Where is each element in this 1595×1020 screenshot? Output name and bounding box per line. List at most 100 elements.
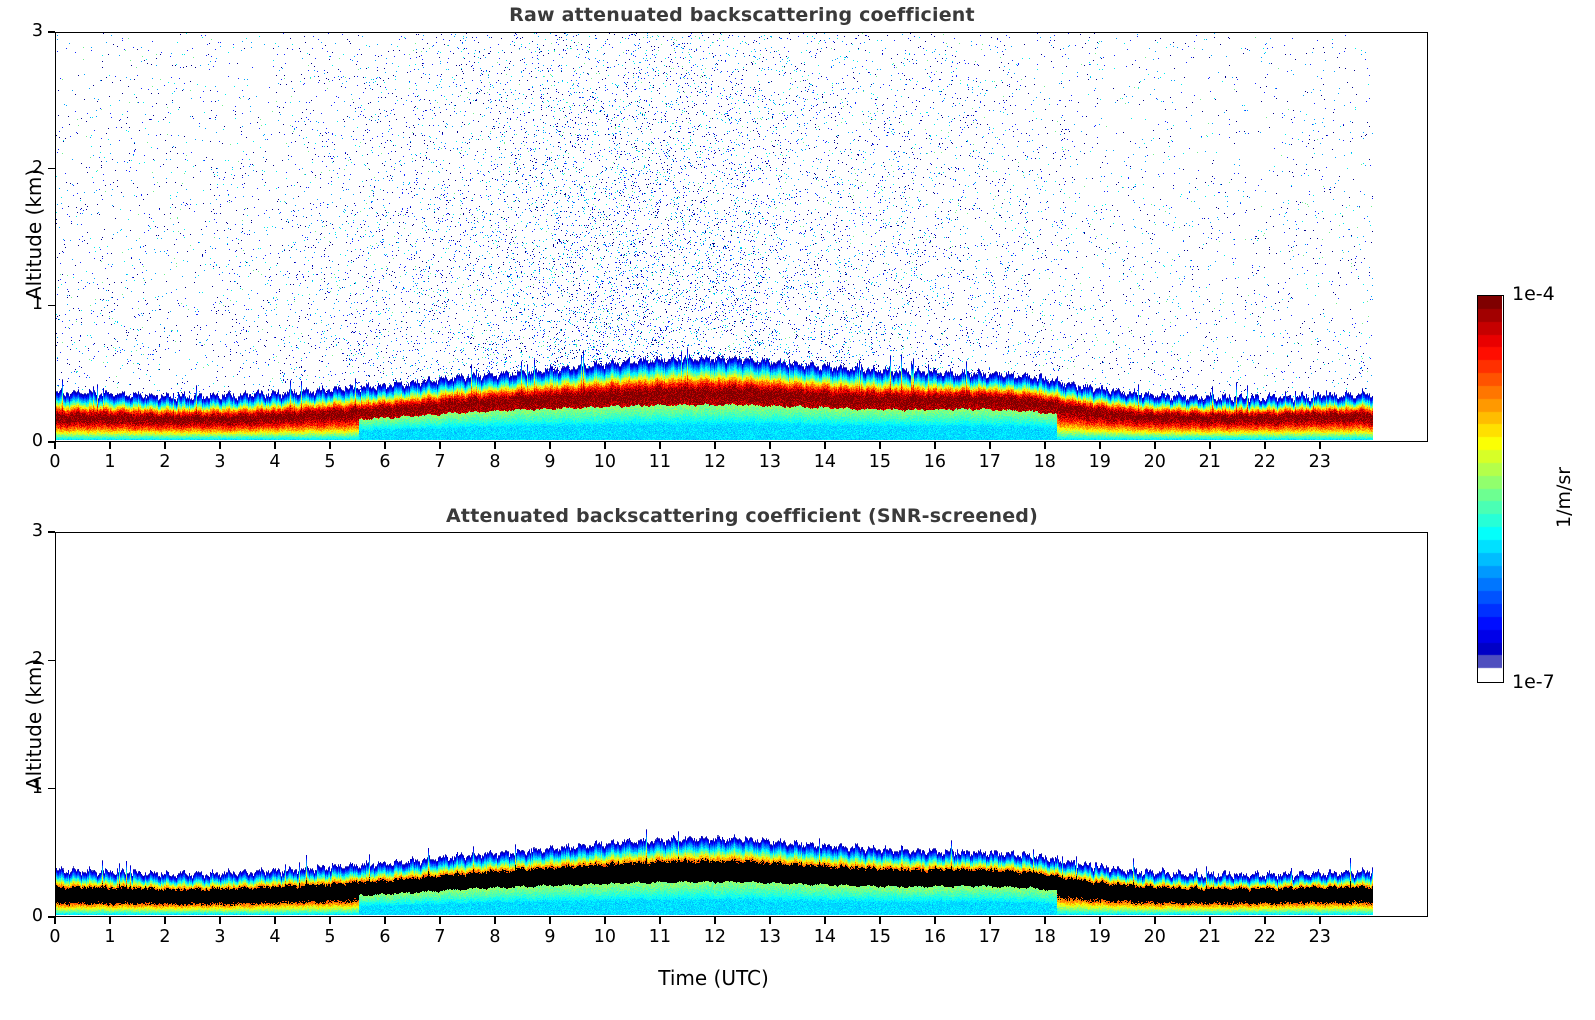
x-tick-mark [769, 442, 771, 449]
colorbar-min-label: 1e-7 [1512, 671, 1555, 693]
y-tick-mark [48, 304, 55, 307]
x-tick-label-10: 10 [593, 452, 617, 472]
x-tick-mark [494, 442, 496, 449]
x-tick-mark [494, 917, 496, 924]
x-tick-mark [879, 442, 881, 449]
x-tick-mark [989, 442, 991, 449]
x-tick-label-8: 8 [489, 927, 501, 947]
y-tick-label-3: 3 [31, 21, 43, 41]
x-tick-label-5: 5 [324, 452, 336, 472]
heatmap-raw [56, 33, 1373, 440]
x-tick-mark [109, 442, 111, 449]
x-tick-mark [164, 442, 166, 449]
x-tick-label-9: 9 [544, 927, 556, 947]
x-tick-label-20: 20 [1143, 927, 1166, 947]
x-tick-label-22: 22 [1253, 452, 1276, 472]
y-tick-mark [48, 441, 55, 443]
y-tick-mark [48, 167, 55, 170]
x-tick-label-17: 17 [978, 927, 1001, 947]
x-tick-mark [1153, 917, 1156, 924]
x-tick-label-13: 13 [758, 927, 781, 947]
x-tick-label-7: 7 [434, 452, 446, 472]
y-tick-label-1: 1 [31, 777, 43, 798]
x-tick-label-18: 18 [1033, 927, 1056, 947]
y-tick-mark [48, 916, 55, 918]
y-tick-mark [48, 531, 55, 533]
x-tick-label-20: 20 [1143, 452, 1166, 472]
x-tick-mark [714, 917, 716, 924]
y-tick-label-2: 2 [31, 649, 43, 670]
x-tick-mark [219, 442, 221, 449]
x-tick-label-14: 14 [813, 452, 836, 472]
x-tick-mark [604, 442, 606, 449]
x-tick-mark [1208, 442, 1211, 449]
x-tick-mark [329, 917, 331, 924]
x-tick-mark [384, 917, 386, 924]
xaxis-label-time: Time (UTC) [658, 966, 769, 990]
x-tick-mark [714, 442, 716, 449]
x-tick-mark [439, 442, 441, 449]
x-tick-label-2: 2 [159, 452, 171, 472]
x-tick-label-8: 8 [489, 452, 501, 472]
x-tick-mark [54, 442, 56, 449]
y-tick-label-0: 0 [31, 431, 43, 451]
x-tick-label-23: 23 [1308, 452, 1331, 472]
x-tick-label-6: 6 [379, 927, 391, 947]
axes-frame-raw [55, 32, 1428, 442]
x-tick-mark [934, 917, 936, 924]
x-tick-mark [1099, 917, 1101, 924]
panel-title-raw: Raw attenuated backscattering coefficien… [509, 4, 975, 26]
colorbar-gradient [1478, 296, 1502, 681]
x-tick-label-7: 7 [434, 927, 446, 947]
x-tick-label-21: 21 [1198, 927, 1221, 947]
x-tick-mark [1318, 442, 1321, 449]
x-tick-mark [1208, 917, 1211, 924]
x-tick-label-1: 1 [104, 452, 116, 472]
y-tick-label-1: 1 [31, 294, 43, 315]
x-tick-label-3: 3 [214, 452, 226, 472]
x-tick-mark [824, 917, 826, 924]
x-tick-mark [989, 917, 991, 924]
x-tick-label-6: 6 [379, 452, 391, 472]
y-tick-label-0: 0 [31, 906, 43, 926]
x-tick-label-15: 15 [868, 927, 891, 947]
axes-frame-screened [55, 532, 1428, 917]
x-tick-mark [549, 442, 551, 449]
x-tick-label-4: 4 [269, 927, 281, 947]
x-tick-mark [824, 442, 826, 449]
x-tick-label-1: 1 [104, 927, 116, 947]
x-tick-mark [1263, 442, 1266, 449]
x-tick-mark [109, 917, 111, 924]
x-tick-mark [549, 917, 551, 924]
x-tick-mark [769, 917, 771, 924]
x-tick-label-12: 12 [703, 927, 726, 947]
x-tick-label-14: 14 [813, 927, 836, 947]
x-tick-label-17: 17 [978, 452, 1001, 472]
x-tick-mark [219, 917, 221, 924]
x-tick-mark [659, 917, 661, 924]
x-tick-mark [274, 917, 276, 924]
colorbar [1477, 295, 1504, 683]
x-tick-mark [1318, 917, 1321, 924]
x-tick-label-22: 22 [1253, 927, 1276, 947]
x-tick-mark [54, 917, 56, 924]
x-tick-label-21: 21 [1198, 452, 1221, 472]
x-tick-mark [274, 442, 276, 449]
x-tick-mark [604, 917, 606, 924]
x-tick-label-11: 11 [648, 927, 672, 947]
x-tick-label-19: 19 [1088, 927, 1111, 947]
x-tick-label-23: 23 [1308, 927, 1331, 947]
x-tick-label-4: 4 [269, 452, 281, 472]
x-tick-label-11: 11 [648, 452, 672, 472]
x-tick-label-3: 3 [214, 927, 226, 947]
x-tick-mark [879, 917, 881, 924]
x-tick-mark [439, 917, 441, 924]
x-tick-mark [329, 442, 331, 449]
yaxis-label-screened: Altitude (km) [22, 658, 46, 790]
colorbar-max-label: 1e-4 [1512, 283, 1555, 305]
colorbar-unit-label: 1/m/sr [1553, 466, 1575, 528]
x-tick-label-0: 0 [49, 927, 61, 947]
x-tick-mark [1263, 917, 1266, 924]
x-tick-label-18: 18 [1033, 452, 1056, 472]
x-tick-mark [1044, 917, 1046, 924]
